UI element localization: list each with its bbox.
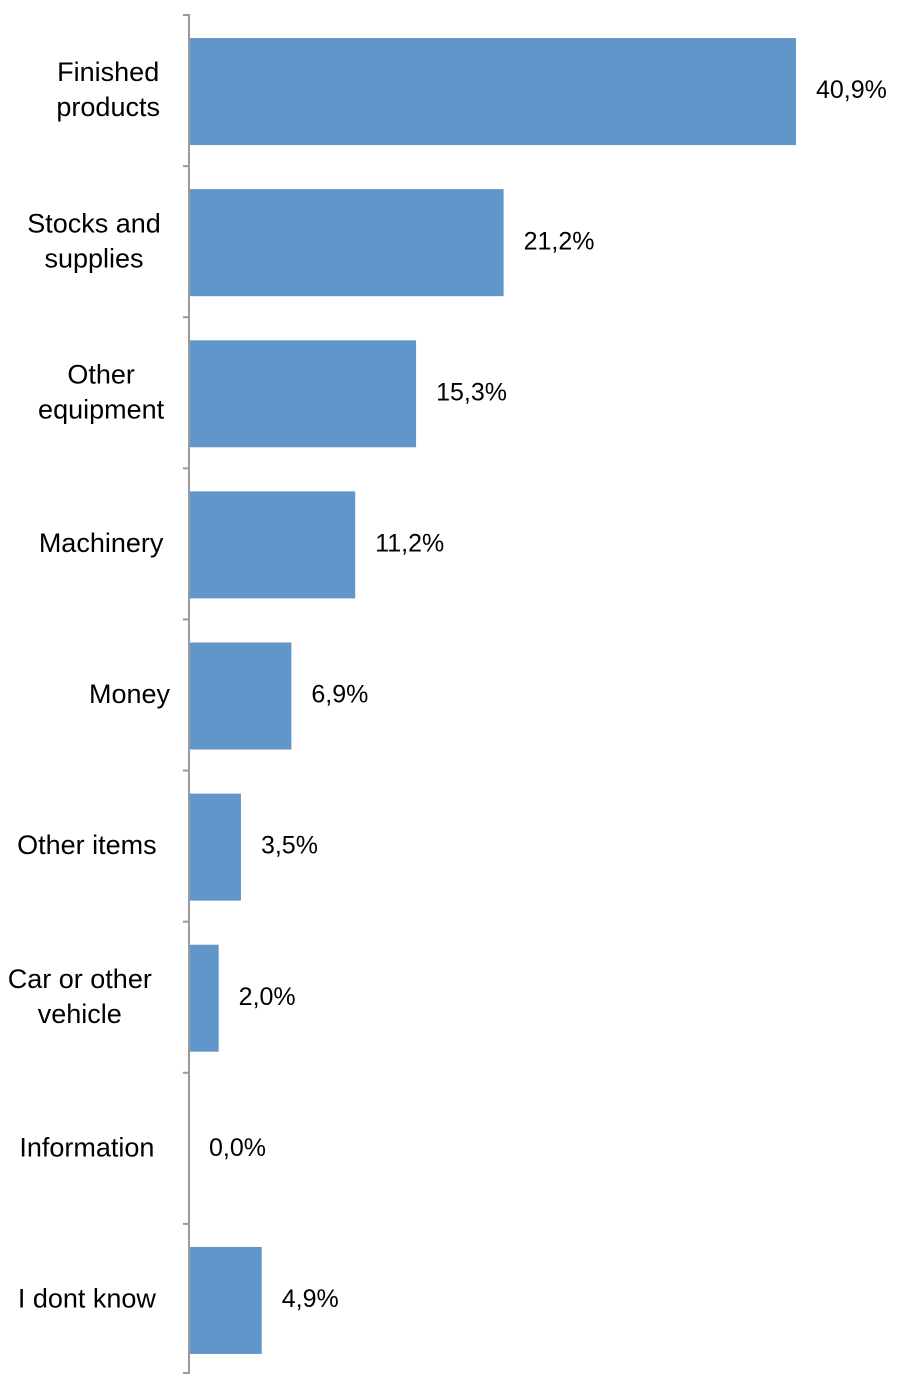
category-label-8: I dont know <box>18 1284 157 1314</box>
category-label-line: supplies <box>44 243 143 273</box>
category-label-1: Stocks and supplies <box>27 208 161 273</box>
value-label-1: 21,2% <box>524 227 595 255</box>
bar-1 <box>189 189 504 297</box>
category-label-line: Car or other <box>8 964 152 994</box>
category-label-line: Money <box>89 679 171 709</box>
category-labels: Finished products Stocks and supplies Other e… <box>8 57 171 1313</box>
value-label-0: 40,9% <box>816 76 887 104</box>
bar-0 <box>189 38 796 146</box>
bar-2 <box>189 340 417 448</box>
category-label-0: Finished products <box>56 57 160 122</box>
category-label-7: Information <box>19 1132 154 1162</box>
value-label-2: 15,3% <box>436 378 507 406</box>
bar-3 <box>189 491 356 599</box>
bar-6 <box>189 944 219 1052</box>
category-label-line: Finished <box>57 57 159 87</box>
category-label-5: Other items <box>17 830 157 860</box>
category-label-line: products <box>56 92 160 122</box>
axis-layer <box>183 14 190 1374</box>
category-label-line: Other <box>67 359 135 389</box>
category-label-line: vehicle <box>38 999 122 1029</box>
bar-4 <box>189 642 292 750</box>
category-label-2: Other equipment <box>38 359 165 424</box>
value-label-8: 4,9% <box>282 1285 339 1313</box>
category-label-line: Information <box>19 1132 154 1162</box>
bar-5 <box>189 793 241 901</box>
value-label-5: 3,5% <box>261 832 318 860</box>
bars-layer <box>189 38 796 1354</box>
bar-8 <box>189 1246 262 1354</box>
category-label-3: Machinery <box>39 528 164 558</box>
category-label-line: Stocks and <box>27 208 161 238</box>
value-label-4: 6,9% <box>311 681 368 709</box>
value-label-7: 0,0% <box>209 1134 266 1162</box>
category-label-line: equipment <box>38 394 165 424</box>
value-label-6: 2,0% <box>239 983 296 1011</box>
category-label-line: Other items <box>17 830 157 860</box>
value-label-3: 11,2% <box>375 529 444 557</box>
value-labels: 40,9% 21,2% 15,3% 11,2% 6,9% 3,5% 2,0% 0,0% 4,9% <box>209 76 887 1313</box>
category-label-4: Money <box>89 679 171 709</box>
category-label-line: I dont know <box>18 1284 157 1314</box>
category-label-line: Machinery <box>39 528 164 558</box>
category-label-6: Car or other vehicle <box>8 964 152 1029</box>
